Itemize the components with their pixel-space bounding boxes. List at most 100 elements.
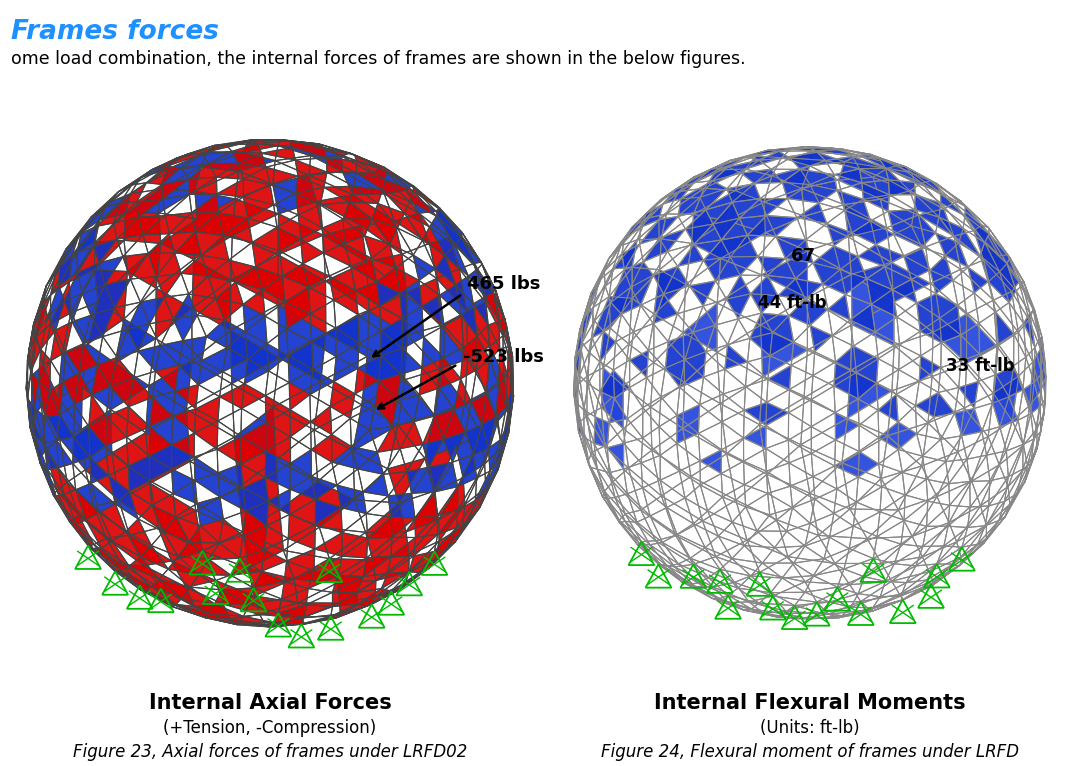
Polygon shape (266, 423, 291, 451)
Polygon shape (247, 344, 269, 371)
Polygon shape (375, 381, 397, 405)
Polygon shape (624, 262, 644, 287)
Polygon shape (458, 455, 476, 486)
Polygon shape (599, 331, 616, 362)
Polygon shape (261, 148, 295, 160)
Polygon shape (129, 456, 149, 481)
Polygon shape (30, 417, 39, 459)
Polygon shape (454, 378, 471, 410)
Polygon shape (125, 189, 160, 214)
Polygon shape (463, 434, 485, 478)
Polygon shape (409, 191, 436, 216)
Polygon shape (216, 163, 243, 179)
Polygon shape (355, 368, 379, 394)
Polygon shape (357, 355, 380, 381)
Polygon shape (430, 244, 459, 278)
Polygon shape (859, 155, 897, 165)
Polygon shape (747, 215, 775, 236)
Polygon shape (333, 577, 363, 592)
Polygon shape (661, 177, 693, 200)
Polygon shape (379, 355, 401, 381)
Polygon shape (469, 269, 485, 297)
Polygon shape (238, 153, 266, 167)
Polygon shape (156, 288, 192, 339)
Polygon shape (79, 344, 97, 373)
Polygon shape (443, 432, 465, 462)
Polygon shape (487, 378, 504, 421)
Polygon shape (81, 208, 105, 234)
Text: (Units: ft-lb): (Units: ft-lb) (760, 719, 860, 736)
Polygon shape (337, 581, 376, 603)
Polygon shape (599, 370, 615, 398)
Polygon shape (693, 191, 735, 221)
Polygon shape (311, 145, 350, 156)
Polygon shape (232, 199, 279, 236)
Polygon shape (1042, 365, 1045, 398)
Polygon shape (172, 561, 216, 588)
Polygon shape (904, 247, 930, 270)
Polygon shape (31, 417, 45, 459)
Polygon shape (58, 354, 82, 398)
Polygon shape (485, 296, 503, 336)
Polygon shape (859, 451, 879, 477)
Polygon shape (845, 162, 887, 177)
Polygon shape (886, 168, 915, 182)
Polygon shape (285, 302, 310, 329)
Polygon shape (51, 282, 71, 324)
Polygon shape (91, 308, 114, 336)
Polygon shape (445, 245, 469, 276)
Polygon shape (377, 268, 400, 293)
Polygon shape (205, 614, 238, 623)
Polygon shape (140, 158, 177, 178)
Polygon shape (436, 216, 461, 245)
Polygon shape (207, 142, 247, 152)
Polygon shape (457, 500, 475, 528)
Polygon shape (356, 161, 386, 179)
Polygon shape (220, 488, 246, 511)
Polygon shape (700, 188, 727, 210)
Polygon shape (167, 152, 207, 169)
Polygon shape (39, 381, 50, 417)
Polygon shape (917, 293, 940, 318)
Polygon shape (329, 558, 373, 583)
Polygon shape (150, 483, 195, 528)
Polygon shape (26, 360, 28, 398)
Polygon shape (116, 571, 145, 591)
Polygon shape (797, 203, 827, 224)
Polygon shape (437, 510, 458, 535)
Polygon shape (37, 295, 51, 336)
Polygon shape (77, 247, 94, 273)
Polygon shape (120, 183, 147, 202)
Polygon shape (495, 296, 507, 336)
Polygon shape (106, 535, 144, 565)
Polygon shape (366, 590, 400, 607)
Polygon shape (1040, 338, 1045, 365)
Polygon shape (345, 244, 372, 266)
Polygon shape (82, 344, 114, 387)
Polygon shape (288, 515, 315, 538)
Polygon shape (792, 148, 832, 152)
Polygon shape (90, 457, 109, 483)
Polygon shape (894, 226, 922, 247)
Polygon shape (39, 459, 53, 495)
Polygon shape (612, 240, 637, 269)
Polygon shape (44, 443, 58, 470)
Polygon shape (266, 451, 291, 477)
Polygon shape (216, 282, 243, 304)
Polygon shape (999, 264, 1016, 291)
Polygon shape (92, 192, 119, 217)
Polygon shape (241, 437, 266, 464)
Polygon shape (961, 408, 982, 436)
Polygon shape (342, 172, 384, 195)
Polygon shape (789, 151, 825, 161)
Text: 44 ft-lb: 44 ft-lb (758, 294, 827, 312)
Polygon shape (759, 152, 789, 160)
Polygon shape (870, 221, 894, 244)
Polygon shape (411, 185, 440, 208)
Polygon shape (289, 370, 313, 394)
Polygon shape (201, 152, 243, 167)
Polygon shape (482, 264, 496, 292)
Polygon shape (810, 185, 837, 203)
Polygon shape (810, 175, 837, 191)
Polygon shape (205, 617, 238, 625)
